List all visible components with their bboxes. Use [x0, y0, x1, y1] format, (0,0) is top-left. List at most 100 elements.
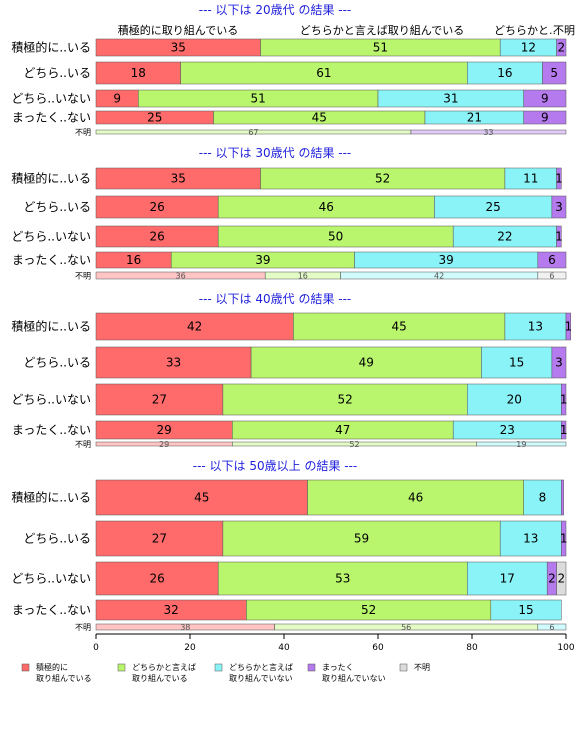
- bar-value-label: 51: [373, 41, 388, 55]
- bar-value-label: 20: [507, 393, 522, 407]
- bar-value-label: 15: [509, 356, 524, 370]
- bar-value-label: 33: [166, 356, 181, 370]
- bar-value-label: 52: [375, 172, 390, 186]
- x-tick-label: 80: [466, 643, 478, 653]
- panel-title: --- 以下は 20歳代 の結果 ---: [199, 3, 352, 17]
- bar-value-label: 51: [251, 92, 266, 106]
- bar-value-label: 1: [555, 230, 563, 244]
- row-label: どちら..いない: [11, 572, 91, 586]
- bar-segment-s4: [556, 225, 562, 248]
- bar-segment-s1: [95, 346, 252, 379]
- bar-segment-s4: [551, 195, 567, 219]
- x-tick-label: 0: [93, 643, 99, 653]
- bar-value-label: 16: [298, 272, 308, 281]
- bar-segment-s4: [523, 89, 567, 108]
- bar-value-label: 26: [149, 572, 164, 586]
- legend-swatch: [21, 663, 30, 672]
- legend-label: どちらかと言えば: [132, 662, 196, 672]
- legend-label: 取り組んでいない: [229, 673, 293, 683]
- bar-segment-s3: [537, 623, 567, 631]
- bar-value-label: 1: [555, 172, 563, 186]
- bar-value-label: 35: [171, 172, 186, 186]
- bar-value-label: 6: [549, 623, 554, 632]
- legend-swatch: [117, 663, 126, 672]
- bar-value-label: 26: [149, 200, 164, 214]
- bar-segment-s1: [95, 383, 224, 416]
- panel-title: --- 以下は 30歳代 の結果 ---: [199, 146, 352, 160]
- legend-label: 取り組んでいる: [132, 673, 188, 683]
- bar-segment-s1: [95, 561, 219, 596]
- row-label: 積極的に..いる: [11, 490, 91, 505]
- bar-value-label: 52: [337, 393, 352, 407]
- bar-segment-s4: [565, 312, 571, 341]
- bar-value-label: 50: [328, 230, 343, 244]
- bar-segment-s3: [499, 520, 562, 557]
- bar-segment-s5: [537, 271, 567, 280]
- bar-value-label: 46: [408, 491, 423, 505]
- bar-value-label: 16: [126, 253, 141, 267]
- bar-segment-s4: [561, 383, 567, 416]
- bar-value-label: 53: [335, 572, 350, 586]
- legend-label: 積極的に: [36, 662, 68, 672]
- bar-value-label: 27: [152, 393, 167, 407]
- bar-value-label: 21: [467, 111, 482, 125]
- row-label: まったく..ない: [12, 253, 91, 267]
- bar-segment-s3: [481, 346, 553, 379]
- row-label: どちら..いない: [11, 230, 91, 244]
- bar-value-label: 18: [131, 66, 146, 80]
- bar-value-label: 45: [312, 111, 327, 125]
- column-header: 不明: [553, 24, 575, 37]
- bar-value-label: 67: [248, 128, 258, 137]
- bar-value-label: 52: [361, 603, 376, 617]
- bar-value-label: 45: [194, 491, 209, 505]
- bar-value-label: 46: [319, 200, 334, 214]
- bar-segment-s4: [523, 110, 567, 125]
- bar-value-label: 29: [159, 440, 169, 449]
- bar-segment-s3: [476, 441, 567, 447]
- bar-value-label: 49: [359, 356, 374, 370]
- row-label: どちら..いない: [11, 393, 91, 407]
- row-label: 積極的に..いる: [11, 40, 91, 55]
- bar-segment-s5: [556, 561, 567, 596]
- bar-value-label: 39: [255, 253, 270, 267]
- row-label: どちら..いる: [23, 66, 91, 80]
- bar-value-label: 9: [113, 92, 121, 106]
- row-label: まったく..ない: [12, 111, 91, 125]
- bar-value-label: 32: [164, 603, 179, 617]
- bar-value-label: 12: [521, 41, 536, 55]
- column-header: どちらかと言えば取り組んでいる: [300, 24, 464, 37]
- legend-swatch: [307, 663, 316, 672]
- bar-segment-s2: [222, 383, 468, 416]
- legend-label: 取り組んでいる: [36, 673, 92, 683]
- bar-segment-s3: [467, 561, 548, 596]
- bar-value-label: 2: [548, 572, 556, 586]
- row-label: 積極的に..いる: [11, 171, 91, 186]
- bar-value-label: 26: [149, 230, 164, 244]
- bar-value-label: 2: [557, 41, 565, 55]
- bar-value-label: 6: [548, 253, 556, 267]
- bar-value-label: 2: [557, 572, 565, 586]
- panel-title: --- 以下は 40歳代 の結果 ---: [199, 292, 352, 306]
- legend-label: 不明: [414, 663, 430, 672]
- bar-segment-s4: [410, 129, 567, 135]
- bar-segment-s2: [217, 561, 468, 596]
- legend-swatch: [399, 663, 408, 672]
- bar-segment-s1: [95, 312, 294, 341]
- bar-value-label: 9: [541, 111, 549, 125]
- bar-segment-s4: [542, 61, 567, 85]
- row-label: どちら..いる: [23, 200, 91, 214]
- bar-value-label: 35: [171, 41, 186, 55]
- bar-segment-s4: [561, 479, 564, 516]
- bar-value-label: 6: [549, 272, 554, 281]
- bar-value-label: 27: [152, 532, 167, 546]
- bar-segment-s3: [523, 479, 562, 516]
- bar-value-label: 17: [500, 572, 515, 586]
- bar-value-label: 33: [483, 128, 493, 137]
- bar-segment-s2: [222, 520, 501, 557]
- x-tick-label: 20: [184, 643, 196, 653]
- row-label: 不明: [75, 128, 91, 137]
- bar-value-label: 8: [539, 491, 547, 505]
- bar-segment-s4: [556, 38, 567, 57]
- row-label: 不明: [75, 272, 91, 281]
